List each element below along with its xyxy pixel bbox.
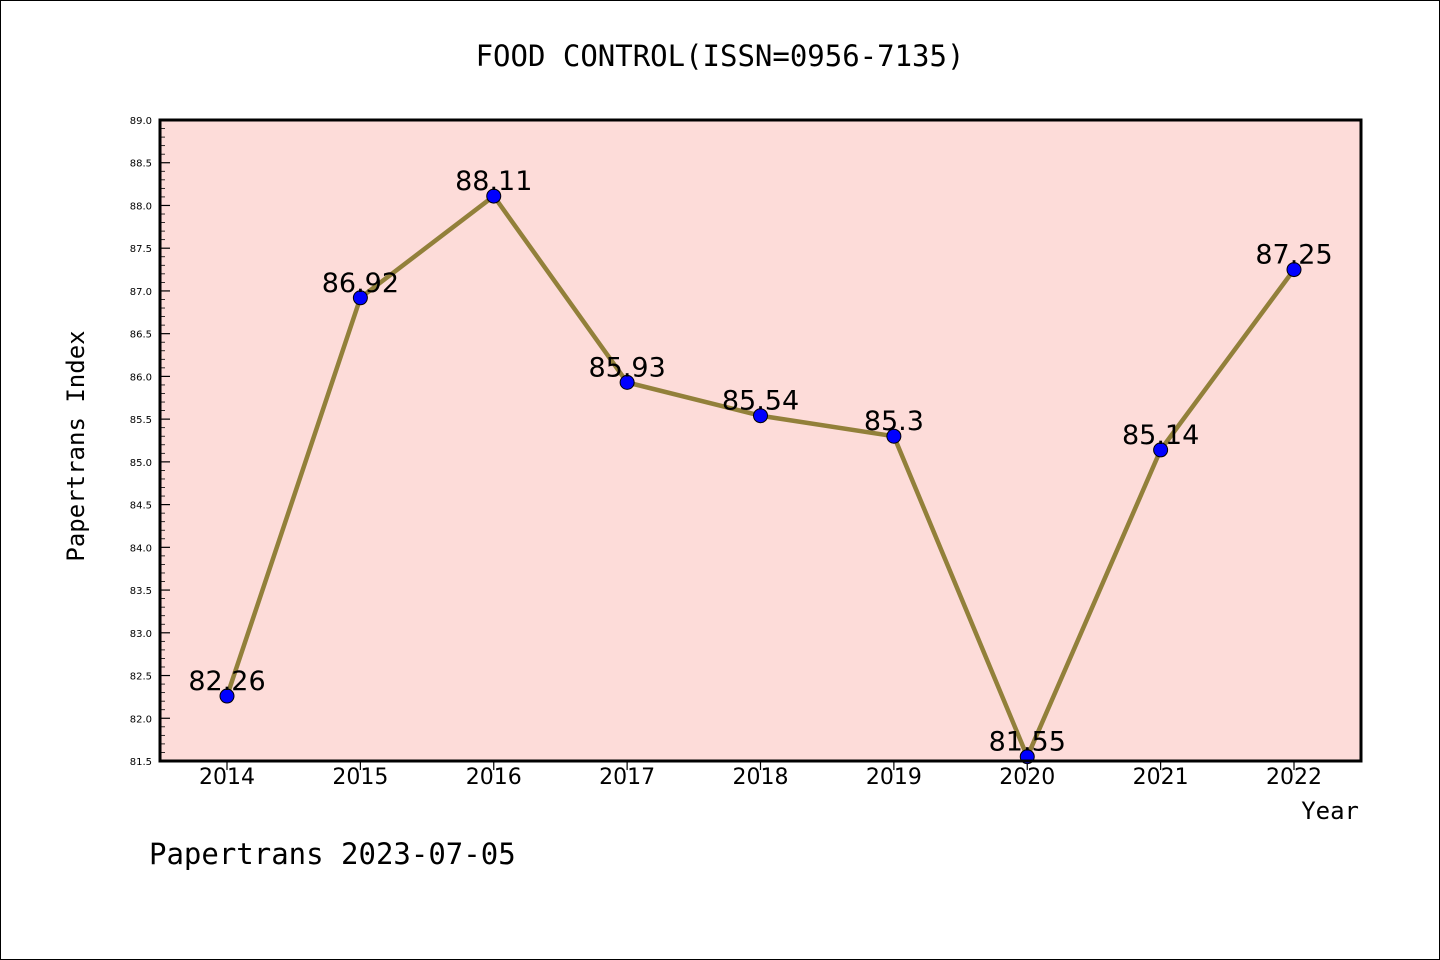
plot-area xyxy=(160,120,1361,761)
x-tick-label: 2022 xyxy=(1266,765,1322,790)
chart-title: FOOD CONTROL(ISSN=0956-7135) xyxy=(476,39,965,73)
x-tick-label: 2016 xyxy=(466,765,522,790)
x-tick-label: 2014 xyxy=(199,765,255,790)
x-axis-title: Year xyxy=(1301,797,1359,825)
data-point xyxy=(886,428,902,444)
data-point xyxy=(219,688,235,704)
data-labels: 82.26 86.92 88.11 85.93 85.54 85.3 81.55 85.14 8… xyxy=(188,166,1332,758)
data-label: 85.54 xyxy=(722,386,799,417)
data-point xyxy=(1286,262,1302,278)
x-axis: 2014 2015 2016 2017 2018 2019 2020 2021 2022 xyxy=(199,761,1322,790)
data-label: 82.26 xyxy=(188,666,265,697)
y-tick-label: 81.5 xyxy=(130,757,152,768)
y-tick-label: 83.0 xyxy=(130,629,152,640)
y-tick-label: 88.5 xyxy=(130,159,152,170)
y-tick-label: 84.0 xyxy=(130,543,152,554)
y-tick-label: 89.0 xyxy=(130,116,152,127)
series-line xyxy=(219,188,1302,765)
data-point xyxy=(352,290,368,306)
y-axis: 81.5 82.0 82.5 83.0 83.5 84.0 84.5 85.0 85.5 86.0… xyxy=(130,116,170,768)
x-tick-label: 2020 xyxy=(999,765,1055,790)
y-tick-label: 83.5 xyxy=(130,586,152,597)
y-tick-label: 87.5 xyxy=(130,244,152,255)
x-tick-label: 2018 xyxy=(733,765,789,790)
data-label: 85.14 xyxy=(1122,420,1199,451)
footer-text: Papertrans 2023-07-05 xyxy=(149,837,516,871)
data-point xyxy=(1153,442,1169,458)
y-tick-label: 88.0 xyxy=(130,201,152,212)
x-tick-label: 2015 xyxy=(332,765,388,790)
data-label: 86.92 xyxy=(322,268,399,299)
y-tick-label: 87.0 xyxy=(130,287,152,298)
y-tick-label: 85.5 xyxy=(130,415,152,426)
y-tick-label: 82.5 xyxy=(130,672,152,683)
plot-border xyxy=(158,118,1363,763)
x-tick-label: 2019 xyxy=(866,765,922,790)
data-point xyxy=(753,408,768,424)
y-tick-label: 85.0 xyxy=(130,458,152,469)
data-label: 85.3 xyxy=(864,406,924,437)
y-tick-label: 84.5 xyxy=(130,501,152,512)
y-axis-title: Papertrans Index xyxy=(62,330,90,561)
data-label: 85.93 xyxy=(588,352,665,383)
data-point xyxy=(619,374,635,390)
data-label: 87.25 xyxy=(1255,240,1332,271)
data-point xyxy=(486,188,502,204)
data-label: 88.11 xyxy=(455,166,532,197)
x-tick-label: 2021 xyxy=(1133,765,1189,790)
y-tick-label: 82.0 xyxy=(130,714,152,725)
y-tick-label: 86.0 xyxy=(130,372,152,383)
data-label: 81.55 xyxy=(989,727,1066,758)
x-tick-label: 2017 xyxy=(599,765,655,790)
y-tick-label: 86.5 xyxy=(130,330,152,341)
